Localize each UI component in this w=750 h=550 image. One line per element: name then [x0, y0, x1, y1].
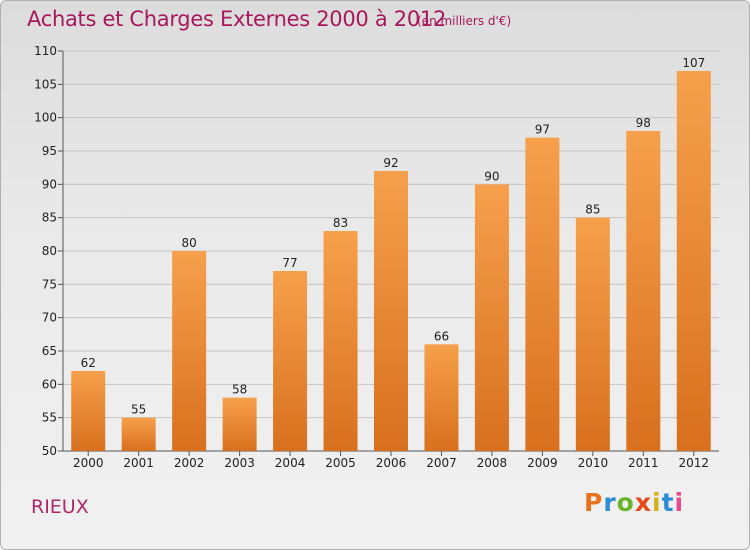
bar-2006	[374, 171, 408, 451]
bar-2004	[273, 271, 308, 451]
bar-2005	[323, 231, 358, 451]
data-label: 83	[333, 216, 348, 230]
bar-2000	[71, 371, 106, 451]
logo-letter: i	[652, 488, 662, 517]
y-tick-label: 50	[42, 444, 57, 458]
bar-2012	[676, 71, 711, 451]
logo-letter: P	[584, 488, 604, 517]
logo-letter: t	[661, 488, 675, 517]
x-tick-label: 2011	[628, 456, 659, 470]
y-tick-label: 80	[42, 244, 57, 258]
y-tick-label: 100	[34, 111, 57, 125]
logo-letter: x	[634, 488, 652, 517]
bars	[71, 71, 711, 452]
x-tick-label: 2004	[275, 456, 306, 470]
y-tick-label: 85	[42, 211, 57, 225]
axes: 50 55 60 65 70 75 80 85 90 95 100 105 110 2000 2001 200…	[34, 44, 719, 470]
data-label: 107	[682, 56, 705, 70]
bar-2002	[172, 251, 207, 451]
proxiti-logo: Proxiti	[584, 488, 684, 517]
y-tick-label: 70	[42, 311, 57, 325]
x-tick-label: 2012	[678, 456, 709, 470]
data-label: 58	[232, 383, 247, 397]
x-tick-label: 2003	[224, 456, 255, 470]
x-tick-label: 2006	[376, 456, 407, 470]
bar-2011	[626, 131, 661, 451]
bar-2009	[525, 137, 560, 451]
bar-2001	[121, 417, 156, 451]
data-label: 66	[434, 329, 449, 343]
y-tick-label: 105	[34, 77, 57, 91]
x-tick-label: 2001	[123, 456, 154, 470]
x-tick-label: 2007	[426, 456, 457, 470]
data-label: 97	[535, 123, 550, 137]
y-tick-label: 75	[42, 277, 57, 291]
y-tick-label: 55	[42, 411, 57, 425]
x-tick-label: 2010	[578, 456, 609, 470]
bar-2007	[424, 344, 459, 451]
bar-2003	[222, 397, 257, 451]
x-tick-label: 2005	[325, 456, 356, 470]
chart-title: Achats et Charges Externes 2000 à 2012	[27, 7, 447, 31]
y-tick-label: 90	[42, 177, 57, 191]
logo-letter: i	[674, 488, 685, 517]
data-label: 80	[182, 236, 197, 250]
data-labels: 62 55 80 58 77 83 92 66 90 97 85 98 107	[81, 56, 706, 417]
x-tick-label: 2002	[174, 456, 205, 470]
y-tick-label: 65	[42, 344, 57, 358]
data-label: 55	[131, 403, 146, 417]
commune-name: RIEUX	[31, 496, 89, 518]
data-label: 85	[585, 203, 600, 217]
bar-2010	[575, 217, 610, 451]
data-label: 77	[282, 256, 297, 270]
bar-2008	[474, 184, 509, 452]
logo-letter: r	[603, 488, 617, 517]
unit-note: (en milliers d'€)	[417, 14, 512, 28]
data-label: 90	[484, 169, 499, 183]
x-tick-label: 2008	[477, 456, 508, 470]
x-tick-label: 2000	[73, 456, 104, 470]
data-label: 98	[636, 116, 651, 130]
logo-letter: o	[616, 488, 635, 517]
y-tick-label: 60	[42, 377, 57, 391]
y-tick-label: 95	[42, 144, 57, 158]
data-label: 92	[383, 156, 398, 170]
x-tick-label: 2009	[527, 456, 558, 470]
data-label: 62	[81, 356, 96, 370]
y-tick-label: 110	[34, 44, 57, 58]
